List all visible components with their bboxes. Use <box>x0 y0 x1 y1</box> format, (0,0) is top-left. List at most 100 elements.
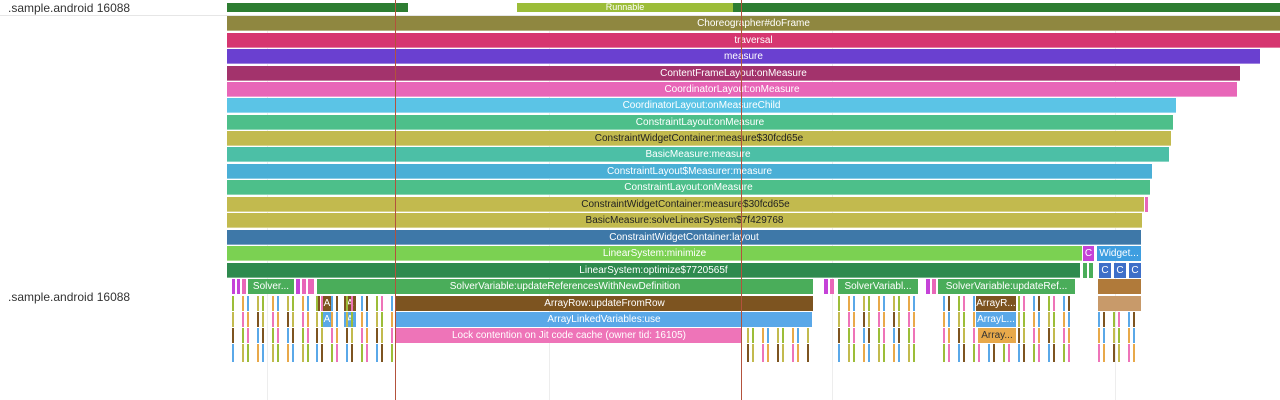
call-tick <box>883 328 885 343</box>
small-slice[interactable] <box>926 279 930 294</box>
call-tick <box>1113 344 1115 362</box>
small-slice[interactable] <box>232 279 235 294</box>
running-state-segment[interactable] <box>227 3 408 12</box>
slice-c-short[interactable]: C <box>1114 263 1126 278</box>
call-tick <box>1068 344 1070 362</box>
small-slice[interactable] <box>237 279 240 294</box>
call-tick <box>336 312 338 327</box>
call-tick <box>908 344 910 362</box>
call-tick <box>302 312 304 327</box>
slice-coordinator-layout-onmeasurechild[interactable]: CoordinatorLayout:onMeasureChild <box>227 98 1176 113</box>
call-tick <box>1068 296 1070 311</box>
slice-constraint-widget-container-measure[interactable]: ConstraintWidgetContainer:measure$30fcd6… <box>227 131 1171 146</box>
slice-linear-system-optimize[interactable]: LinearSystem:optimize$7720565f <box>227 263 1080 278</box>
call-tick <box>1103 312 1105 327</box>
slice-basic-measure[interactable]: BasicMeasure:measure <box>227 147 1169 162</box>
call-tick <box>848 328 850 343</box>
call-tick <box>1113 328 1115 343</box>
small-slice[interactable] <box>932 279 936 294</box>
slice-array-short[interactable]: Array... <box>978 328 1016 343</box>
call-tick <box>807 328 809 343</box>
call-tick <box>893 344 895 362</box>
call-tick <box>898 312 900 327</box>
call-tick <box>321 312 323 327</box>
slice-array-linked-variables-use[interactable]: ArrayLinkedVariables:use <box>396 312 812 327</box>
slice-solve-linear-system[interactable]: BasicMeasure:solveLinearSystem$7f429768 <box>227 213 1142 228</box>
slice-measure[interactable]: measure <box>227 49 1260 64</box>
slice-solver-variable-short[interactable]: Solver... <box>248 279 294 294</box>
call-tick <box>898 328 900 343</box>
small-slice[interactable] <box>1083 263 1087 278</box>
small-slice[interactable] <box>302 279 306 294</box>
call-tick <box>351 328 353 343</box>
slice-c-short[interactable]: C <box>1129 263 1141 278</box>
runnable-state-segment[interactable]: Runnable <box>517 3 733 12</box>
slice-linear-system-minimize[interactable]: LinearSystem:minimize <box>227 246 1082 261</box>
small-slice[interactable] <box>1098 296 1141 311</box>
slice-a-short[interactable]: A <box>321 296 333 311</box>
call-tick <box>848 312 850 327</box>
small-slice[interactable] <box>308 279 314 294</box>
small-slice[interactable] <box>830 279 834 294</box>
small-slice[interactable] <box>1089 263 1093 278</box>
slice-traversal[interactable]: traversal <box>227 33 1280 48</box>
slice-constraint-widget-container-measure-inner[interactable]: ConstraintWidgetContainer:measure$30fcd6… <box>227 197 1144 212</box>
slice-c-short[interactable]: C <box>1099 263 1111 278</box>
slice-solver-variable-mid[interactable]: SolverVariabl... <box>838 279 918 294</box>
slice-solver-variable-update-ref[interactable]: SolverVariable:updateRef... <box>938 279 1075 294</box>
slice-constraint-layout-onmeasure[interactable]: ConstraintLayout:onMeasure <box>227 115 1173 130</box>
call-tick <box>792 344 794 362</box>
call-tick <box>331 296 333 311</box>
call-tick <box>287 328 289 343</box>
call-tick <box>943 312 945 327</box>
vertical-marker <box>395 0 396 400</box>
slice-coordinator-layout-onmeasure[interactable]: CoordinatorLayout:onMeasure <box>227 82 1237 97</box>
slice-widget-short[interactable]: Widget... <box>1097 246 1141 261</box>
call-tick <box>1018 328 1020 343</box>
small-slice[interactable] <box>242 279 246 294</box>
slice-choreographer-doframe[interactable]: Choreographer#doFrame <box>227 16 1280 31</box>
call-tick <box>351 312 353 327</box>
slice-a-short[interactable]: A <box>321 312 333 327</box>
call-tick <box>848 344 850 362</box>
call-tick <box>963 312 965 327</box>
slice-constraint-widget-container-layout[interactable]: ConstraintWidgetContainer:layout <box>227 230 1141 245</box>
call-tick <box>762 344 764 362</box>
call-tick <box>272 328 274 343</box>
slice-content-frame-layout-onmeasure[interactable]: ContentFrameLayout:onMeasure <box>227 66 1240 81</box>
call-tick <box>898 344 900 362</box>
slice-constraint-layout-onmeasure-inner[interactable]: ConstraintLayout:onMeasure <box>227 180 1150 195</box>
slice-c-short[interactable]: C <box>1083 246 1094 261</box>
call-tick <box>262 328 264 343</box>
call-tick <box>943 328 945 343</box>
small-slice[interactable] <box>317 296 320 311</box>
slices-track-label[interactable]: .sample.android 16088 <box>8 290 131 304</box>
small-slice[interactable] <box>1145 197 1148 212</box>
call-tick <box>792 328 794 343</box>
slice-array-linked-short[interactable]: ArrayL... <box>976 312 1016 327</box>
small-slice[interactable] <box>296 279 300 294</box>
call-tick <box>973 312 975 327</box>
call-tick <box>1068 312 1070 327</box>
call-tick <box>1103 328 1105 343</box>
running-state-segment[interactable] <box>733 3 1280 12</box>
call-tick <box>893 328 895 343</box>
call-tick <box>376 328 378 343</box>
call-tick <box>797 328 799 343</box>
slice-lock-contention[interactable]: Lock contention on Jit code cache (owner… <box>396 328 742 343</box>
slice-array-row-update-from-row[interactable]: ArrayRow:updateFromRow <box>396 296 813 311</box>
call-tick <box>1128 312 1130 327</box>
call-tick <box>978 344 980 362</box>
call-tick <box>366 296 368 311</box>
small-slice[interactable] <box>824 279 828 294</box>
call-tick <box>1023 328 1025 343</box>
slice-constraint-layout-measurer[interactable]: ConstraintLayout$Measurer:measure <box>227 164 1152 179</box>
slice-array-row-short[interactable]: ArrayR... <box>976 296 1016 311</box>
call-tick <box>963 296 965 311</box>
call-tick <box>381 312 383 327</box>
small-slice[interactable] <box>1098 279 1141 294</box>
call-tick <box>853 344 855 362</box>
thread-state-track-label[interactable]: .sample.android 16088 <box>8 1 131 15</box>
call-tick <box>232 328 234 343</box>
slice-solver-variable-update-references[interactable]: SolverVariable:updateReferencesWithNewDe… <box>317 279 813 294</box>
